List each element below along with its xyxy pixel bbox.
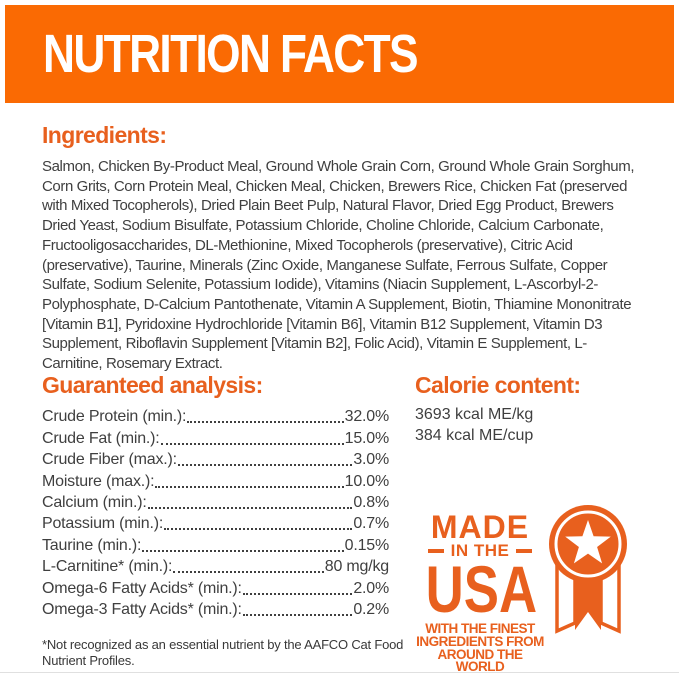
award-ribbon-star-icon bbox=[549, 505, 627, 634]
calorie-content-values: 3693 kcal ME/kg 384 kcal ME/cup bbox=[415, 404, 533, 446]
analysis-row-crude-fiber: Crude Fiber (max.): 3.0% bbox=[42, 449, 389, 470]
header-band: NUTRITION FACTS bbox=[5, 5, 674, 103]
analysis-label: Omega-3 Fatty Acids* (min.): bbox=[42, 600, 242, 618]
analysis-row-omega-3: Omega-3 Fatty Acids* (min.): 0.2% bbox=[42, 599, 389, 620]
analysis-row-omega-6: Omega-6 Fatty Acids* (min.): 2.0% bbox=[42, 577, 389, 598]
analysis-value: 3.0% bbox=[353, 451, 389, 469]
analysis-row-calcium: Calcium (min.): 0.8% bbox=[42, 492, 389, 513]
guaranteed-analysis-heading: Guaranteed analysis: bbox=[42, 372, 263, 398]
analysis-row-crude-protein: Crude Protein (min.): 32.0% bbox=[42, 406, 389, 427]
analysis-row-potassium: Potassium (min.): 0.7% bbox=[42, 513, 389, 534]
analysis-value: 0.15% bbox=[344, 536, 390, 554]
dot-leader bbox=[242, 613, 353, 616]
badge-tagline: WITH THE FINEST INGREDIENTS FROM AROUND … bbox=[412, 621, 548, 675]
analysis-row-l-carnitine: L-Carnitine* (min.): 80 mg/kg bbox=[42, 556, 389, 577]
analysis-row-crude-fat: Crude Fat (min.): 15.0% bbox=[42, 427, 389, 448]
badge-made-text: MADE bbox=[430, 509, 530, 545]
analysis-value: 0.2% bbox=[353, 600, 389, 618]
tagline-line-1: WITH THE FINEST bbox=[425, 621, 535, 636]
analysis-label: Taurine (min.): bbox=[42, 536, 142, 554]
dot-leader bbox=[173, 571, 324, 574]
guaranteed-analysis-list: Crude Protein (min.): 32.0% Crude Fat (m… bbox=[42, 406, 389, 620]
analysis-row-taurine: Taurine (min.): 0.15% bbox=[42, 534, 389, 555]
badge-in-the-text: IN THE bbox=[450, 541, 510, 560]
dot-leader bbox=[164, 528, 353, 531]
analysis-label: L-Carnitine* (min.): bbox=[42, 558, 173, 576]
analysis-value: 10.0% bbox=[344, 472, 390, 490]
aafco-footnote: *Not recognized as an essential nutrient… bbox=[42, 637, 404, 668]
analysis-value: 80 mg/kg bbox=[324, 558, 389, 576]
analysis-value: 0.8% bbox=[353, 493, 389, 511]
analysis-label: Crude Fiber (max.): bbox=[42, 451, 177, 469]
analysis-label: Crude Protein (min.): bbox=[42, 408, 187, 426]
badge-usa-text: USA bbox=[425, 552, 538, 626]
calorie-content-heading: Calorie content: bbox=[415, 372, 581, 398]
analysis-label: Moisture (max.): bbox=[42, 472, 155, 490]
analysis-value: 32.0% bbox=[344, 408, 390, 426]
dot-leader bbox=[242, 592, 353, 595]
dot-leader bbox=[160, 442, 344, 445]
dot-leader bbox=[187, 421, 344, 424]
dot-leader bbox=[155, 485, 344, 488]
ingredients-text: Salmon, Chicken By-Product Meal, Ground … bbox=[42, 158, 635, 373]
analysis-row-moisture: Moisture (max.): 10.0% bbox=[42, 470, 389, 491]
ingredients-heading: Ingredients: bbox=[42, 122, 167, 148]
analysis-value: 0.7% bbox=[353, 515, 389, 533]
analysis-label: Potassium (min.): bbox=[42, 515, 164, 533]
tagline-line-2: INGREDIENTS FROM bbox=[416, 633, 544, 649]
badge-in-the-row: IN THE bbox=[412, 541, 548, 560]
analysis-label: Omega-6 Fatty Acids* (min.): bbox=[42, 579, 242, 597]
analysis-label: Crude Fat (min.): bbox=[42, 429, 160, 447]
analysis-value: 15.0% bbox=[344, 429, 390, 447]
label-bottom-edge bbox=[0, 672, 679, 673]
dot-leader bbox=[142, 549, 344, 552]
dash-left bbox=[427, 548, 444, 554]
dot-leader bbox=[177, 464, 353, 467]
calorie-per-cup: 384 kcal ME/cup bbox=[415, 427, 534, 444]
tagline-line-3: AROUND THE WORLD bbox=[437, 646, 524, 675]
dash-right bbox=[516, 548, 533, 554]
analysis-label: Calcium (min.): bbox=[42, 493, 147, 511]
calorie-per-kg: 3693 kcal ME/kg bbox=[415, 406, 534, 423]
analysis-value: 2.0% bbox=[353, 579, 389, 597]
made-in-usa-badge: MADE IN THE USA WITH THE FINEST INGREDIE… bbox=[412, 509, 548, 675]
dot-leader bbox=[147, 506, 353, 509]
page-title: NUTRITION FACTS bbox=[43, 24, 419, 84]
